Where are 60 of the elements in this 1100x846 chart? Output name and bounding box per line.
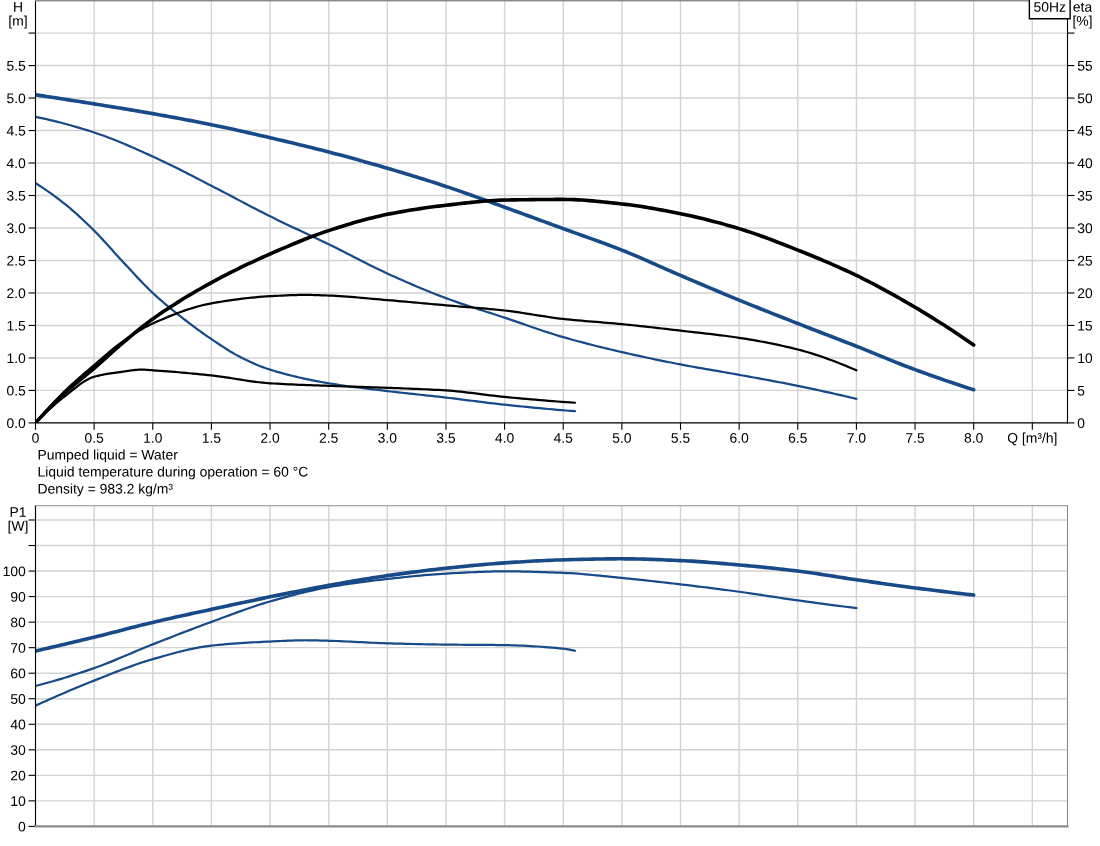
y-tick-label: 90 [10,591,26,602]
x-tick-label: 0 [32,432,39,443]
x-tick-label: 6.5 [788,432,807,443]
x-tick-label: 2.5 [319,432,338,443]
x-tick-label: 7.0 [847,432,866,443]
x-axis-title: Q [m³/h] [1007,432,1057,446]
x-tick-label: 2.0 [261,432,280,443]
y-tick-label: 4.0 [6,158,26,169]
y-axis-title: P1 [W] [8,507,28,534]
x-tick-label: 1.0 [144,432,162,443]
y-tick-label: 5.0 [7,93,26,104]
y2-tick-label: 0 [1077,418,1085,429]
text: Pumped liquid = Water [38,449,178,463]
y-tick-label: 20 [11,770,26,781]
y-tick-label: 1.0 [7,353,26,364]
x-tick-label: 5.5 [671,433,690,443]
x-tick-label: 0.5 [85,432,104,443]
y-tick-label: 3.5 [7,190,26,201]
y-tick-label: 3.0 [7,223,26,234]
y-tick-label: 10 [11,796,26,807]
y-tick-label: 80 [10,617,26,628]
y2-tick-label: 5 [1077,385,1085,396]
x-tick-label: 4.5 [553,433,573,443]
x-tick-label: 5.0 [612,432,631,443]
y-tick-label: 0.0 [7,418,26,429]
y-tick-label: 2.0 [7,288,26,299]
y2-tick-label: 35 [1077,190,1093,201]
y-tick-label: 2.5 [7,255,26,266]
y2-tick-label: 40 [1077,158,1093,169]
y2-tick-label: 20 [1077,288,1093,299]
y2-axis-title: eta [%] [1073,2,1093,29]
x-tick-label: 3.0 [378,432,397,443]
y2-tick-label: 45 [1077,126,1093,136]
y-tick-label: 70 [11,643,26,653]
x-tick-label: 8.0 [964,432,983,443]
y-tick-label: 0.5 [7,385,26,396]
x-tick-label: 6.0 [730,432,749,443]
y-tick-label: 40 [10,719,26,730]
x-tick-label: 7.5 [906,433,925,443]
y-tick-label: 0 [18,821,26,832]
y-tick-label: 4.5 [6,126,26,136]
y-tick-label: 1.5 [7,320,26,331]
y2-tick-label: 55 [1077,61,1093,71]
y-tick-label: 50 [10,694,26,704]
y2-tick-label: 15 [1078,320,1093,331]
y2-tick-label: 25 [1077,255,1093,266]
y-tick-label: 100 [3,566,26,577]
y-axis-title: H [m] [9,2,27,29]
y-tick-label: 30 [10,745,26,755]
y2-tick-label: 50 [1077,93,1093,104]
text: Density = 983.2 kg/m³ [38,483,173,497]
y2-tick-label: 30 [1077,223,1093,234]
text: Liquid temperature during operation = 60 °C [38,466,308,480]
y2-tick-label: 10 [1078,353,1093,364]
x-tick-label: 1.5 [202,433,221,443]
chart-title: 50Hz [1034,2,1066,12]
x-tick-label: 3.5 [436,432,456,443]
x-tick-label: 4.0 [495,432,514,443]
y-tick-label: 5.5 [7,61,26,71]
y-tick-label: 60 [11,668,26,679]
